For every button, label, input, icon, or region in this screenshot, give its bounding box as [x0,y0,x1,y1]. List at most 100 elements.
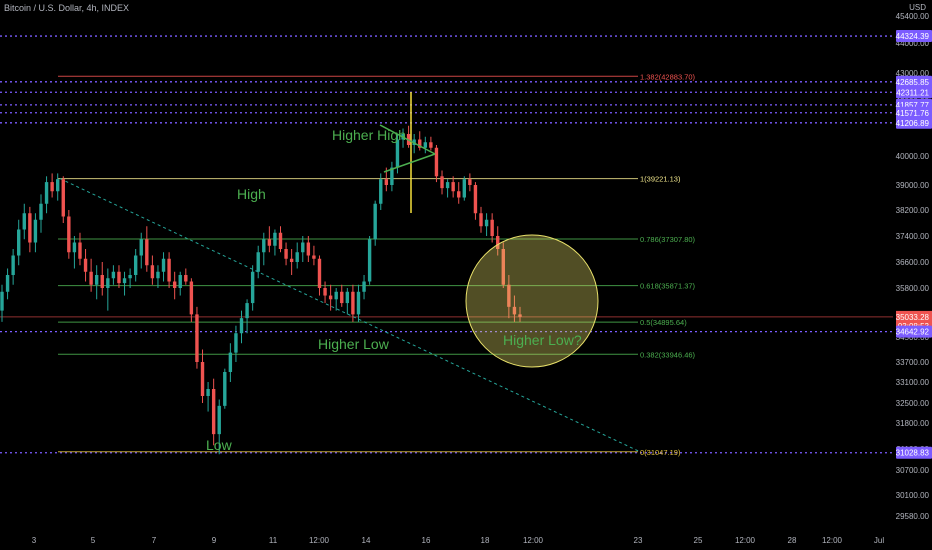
candle-body[interactable] [345,291,350,304]
candle-body[interactable] [362,281,366,292]
candle-body[interactable] [150,265,155,279]
candle-body[interactable] [356,291,361,315]
candle-body[interactable] [496,236,500,249]
highlight-circle[interactable] [465,234,599,368]
candle-body[interactable] [122,278,127,284]
candle-body[interactable] [189,281,194,315]
y-tick-label: 30700.00 [896,466,930,475]
candle-body[interactable] [351,291,355,315]
candle-body[interactable] [28,213,32,243]
candle-body[interactable] [245,303,249,319]
candle-body[interactable] [106,278,110,288]
candle-body[interactable] [256,252,260,272]
y-tick-label: 40000.00 [896,152,930,161]
candle-body[interactable] [67,216,71,253]
candle-body[interactable] [11,255,15,276]
candle-body[interactable] [289,258,294,262]
candle-body[interactable] [211,389,216,435]
candle-body[interactable] [395,139,400,168]
candle-body[interactable] [340,291,344,304]
candle-body[interactable] [490,219,494,236]
candle-body[interactable] [128,275,132,279]
candle-body[interactable] [111,271,116,279]
candle-body[interactable] [0,291,4,311]
candle-body[interactable] [473,185,478,214]
y-tick-label: 39000.00 [896,181,930,190]
candle-body[interactable] [445,182,450,189]
candle-body[interactable] [200,362,205,396]
candle-body[interactable] [390,167,394,185]
candle-body[interactable] [223,372,227,406]
candle-body[interactable] [234,333,238,353]
candle-body[interactable] [100,275,104,288]
candle-body[interactable] [156,271,160,279]
candle-body[interactable] [206,389,210,396]
candle-body[interactable] [267,239,272,246]
candle-body[interactable] [301,242,305,253]
candle-body[interactable] [373,203,377,240]
candle-body[interactable] [161,258,166,272]
candle-body[interactable] [317,258,322,288]
candle-body[interactable] [507,284,511,307]
candle-body[interactable] [5,275,10,292]
candle-body[interactable] [440,176,444,189]
candle-body[interactable] [133,255,138,276]
candle-body[interactable] [379,179,383,204]
triangle-pattern[interactable] [379,124,436,173]
candle-body[interactable] [418,139,422,148]
candle-body[interactable] [33,219,38,243]
candle-body[interactable] [172,281,177,289]
candle-body[interactable] [17,229,21,256]
candle-body[interactable] [239,318,244,334]
candle-body[interactable] [518,314,522,317]
candle-body[interactable] [22,213,26,230]
candle-body[interactable] [72,242,77,253]
candle-body[interactable] [284,249,288,259]
candle-body[interactable] [334,291,338,300]
candle-body[interactable] [367,239,372,282]
candle-body[interactable] [39,203,43,220]
candle-body[interactable] [484,219,489,227]
candle-body[interactable] [250,271,255,304]
candle-body[interactable] [384,179,389,185]
candle-body[interactable] [228,352,233,372]
candle-body[interactable] [501,249,505,285]
candle-body[interactable] [117,271,121,284]
candle-body[interactable] [273,232,277,246]
candle-body[interactable] [423,142,428,148]
candle-body[interactable] [462,179,467,198]
candle-body[interactable] [50,182,54,192]
candle-body[interactable] [78,242,82,259]
candle-body[interactable] [195,314,199,362]
candle-body[interactable] [83,258,88,272]
candle-body[interactable] [512,306,517,315]
candle-body[interactable] [468,179,472,185]
candle-body[interactable] [94,275,99,285]
level-price-label: 41857.77 [896,101,930,110]
candle-body[interactable] [217,405,221,435]
candle-body[interactable] [167,258,171,282]
y-tick-label: 29580.00 [896,512,930,521]
candle-body[interactable] [89,271,93,285]
candle-body[interactable] [328,295,333,300]
candle-body[interactable] [434,147,439,177]
candle-body[interactable] [278,232,283,249]
candle-body[interactable] [323,288,327,296]
candle-body[interactable] [429,142,433,148]
candle-body[interactable] [312,255,316,259]
candle-body[interactable] [184,275,188,282]
candle-body[interactable] [262,239,266,253]
candle-body[interactable] [306,242,311,256]
candle-body[interactable] [295,252,299,262]
candle-body[interactable] [61,179,65,217]
candle-body[interactable] [457,191,461,198]
candle-body[interactable] [479,213,483,227]
candle-body[interactable] [178,275,182,288]
trendline[interactable] [59,178,641,453]
candle-body[interactable] [139,239,143,256]
candle-body[interactable] [145,239,149,266]
candle-body[interactable] [44,182,49,204]
candle-body[interactable] [451,182,455,192]
candle-body[interactable] [55,179,60,192]
